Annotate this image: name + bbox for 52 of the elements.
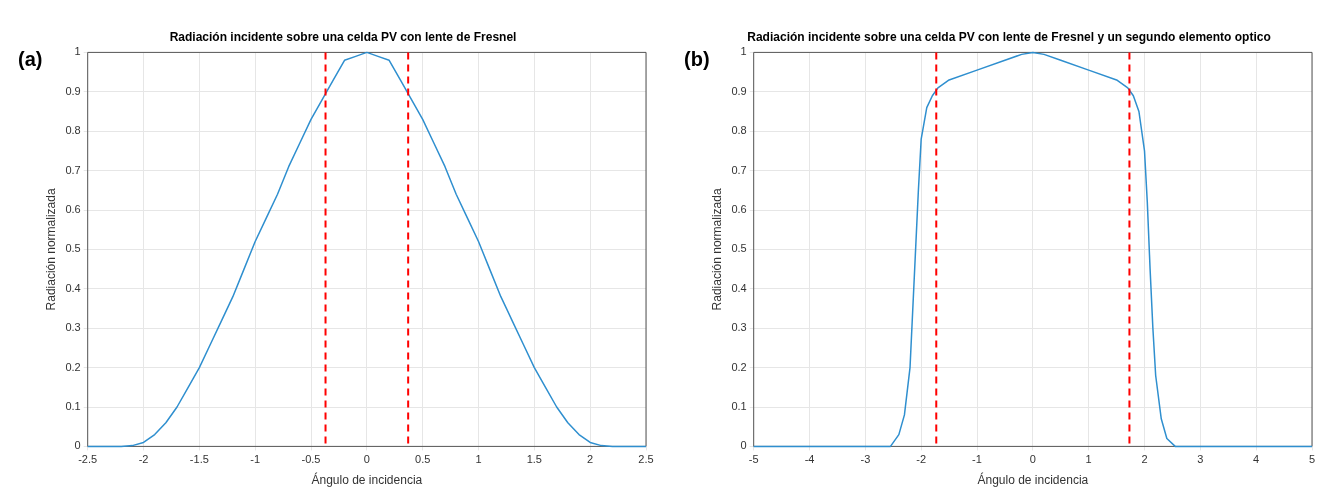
y-tick-label: 0	[74, 439, 81, 452]
y-tick-label: 0.2	[65, 360, 81, 373]
x-tick-label: 2	[587, 453, 594, 466]
y-tick-label: 1	[74, 45, 81, 58]
y-tick-label: 0	[740, 439, 747, 452]
y-tick-label: 0.1	[731, 400, 747, 413]
x-axis-title: Ángulo de incidencia	[311, 472, 423, 488]
y-tick-label: 0.3	[731, 321, 747, 334]
text: (a)	[18, 48, 43, 71]
x-tick-label: 0	[1029, 453, 1036, 466]
x-tick-label: -2	[916, 453, 927, 466]
x-tick-label: -2	[138, 453, 149, 466]
y-tick-label: 0.9	[65, 84, 81, 97]
x-tick-label: 2	[1141, 453, 1148, 466]
y-axis-title: Radiación normalizada	[43, 188, 58, 311]
x-tick-label: 0.5	[415, 453, 431, 466]
y-tick-label: 0.9	[731, 84, 747, 97]
x-tick-label: 1.5	[526, 453, 542, 466]
x-tick-label: -4	[804, 453, 815, 466]
y-tick-label: 0.6	[65, 203, 81, 216]
x-tick-label: -0.5	[301, 453, 321, 466]
x-tick-label: -2.5	[78, 453, 98, 466]
x-tick-label: 0	[363, 453, 370, 466]
y-axis-title: Radiación normalizada	[709, 188, 724, 311]
y-tick-label: 0.8	[731, 124, 747, 137]
x-tick-label: -1.5	[189, 453, 209, 466]
y-tick-label: 0.4	[65, 281, 81, 294]
y-tick-label: 1	[740, 45, 747, 58]
x-tick-label: -1	[250, 453, 261, 466]
y-tick-label: 0.2	[731, 360, 747, 373]
x-tick-label: -1	[972, 453, 982, 466]
x-tick-label: 3	[1197, 453, 1204, 466]
chart-title: Radiación incidente sobre una celda PV con lente de Fresnel	[169, 29, 517, 44]
x-tick-label: 2.5	[638, 453, 654, 466]
text: (b)	[684, 48, 710, 71]
x-tick-label: 1	[475, 453, 482, 466]
y-tick-label: 0.8	[65, 124, 81, 137]
chart-title: Radiación incidente sobre una celda PV con lente de Fresnel y un segundo elemento optico	[747, 29, 1271, 44]
x-axis-title: Ángulo de incidencia	[977, 472, 1089, 488]
y-tick-label: 0.7	[65, 163, 81, 176]
x-tick-label: -5	[748, 453, 759, 466]
x-tick-label: 1	[1085, 453, 1092, 466]
y-tick-label: 0.1	[65, 400, 81, 413]
x-tick-label: -3	[860, 453, 871, 466]
y-tick-label: 0.5	[65, 242, 81, 255]
y-tick-label: 0.5	[731, 242, 747, 255]
x-tick-label: 5	[1308, 453, 1316, 466]
y-tick-label: 0.7	[731, 163, 747, 176]
x-tick-label: 4	[1253, 453, 1260, 466]
y-tick-label: 0.6	[731, 203, 747, 216]
y-tick-label: 0.3	[65, 321, 81, 334]
y-tick-label: 0.4	[731, 281, 747, 294]
